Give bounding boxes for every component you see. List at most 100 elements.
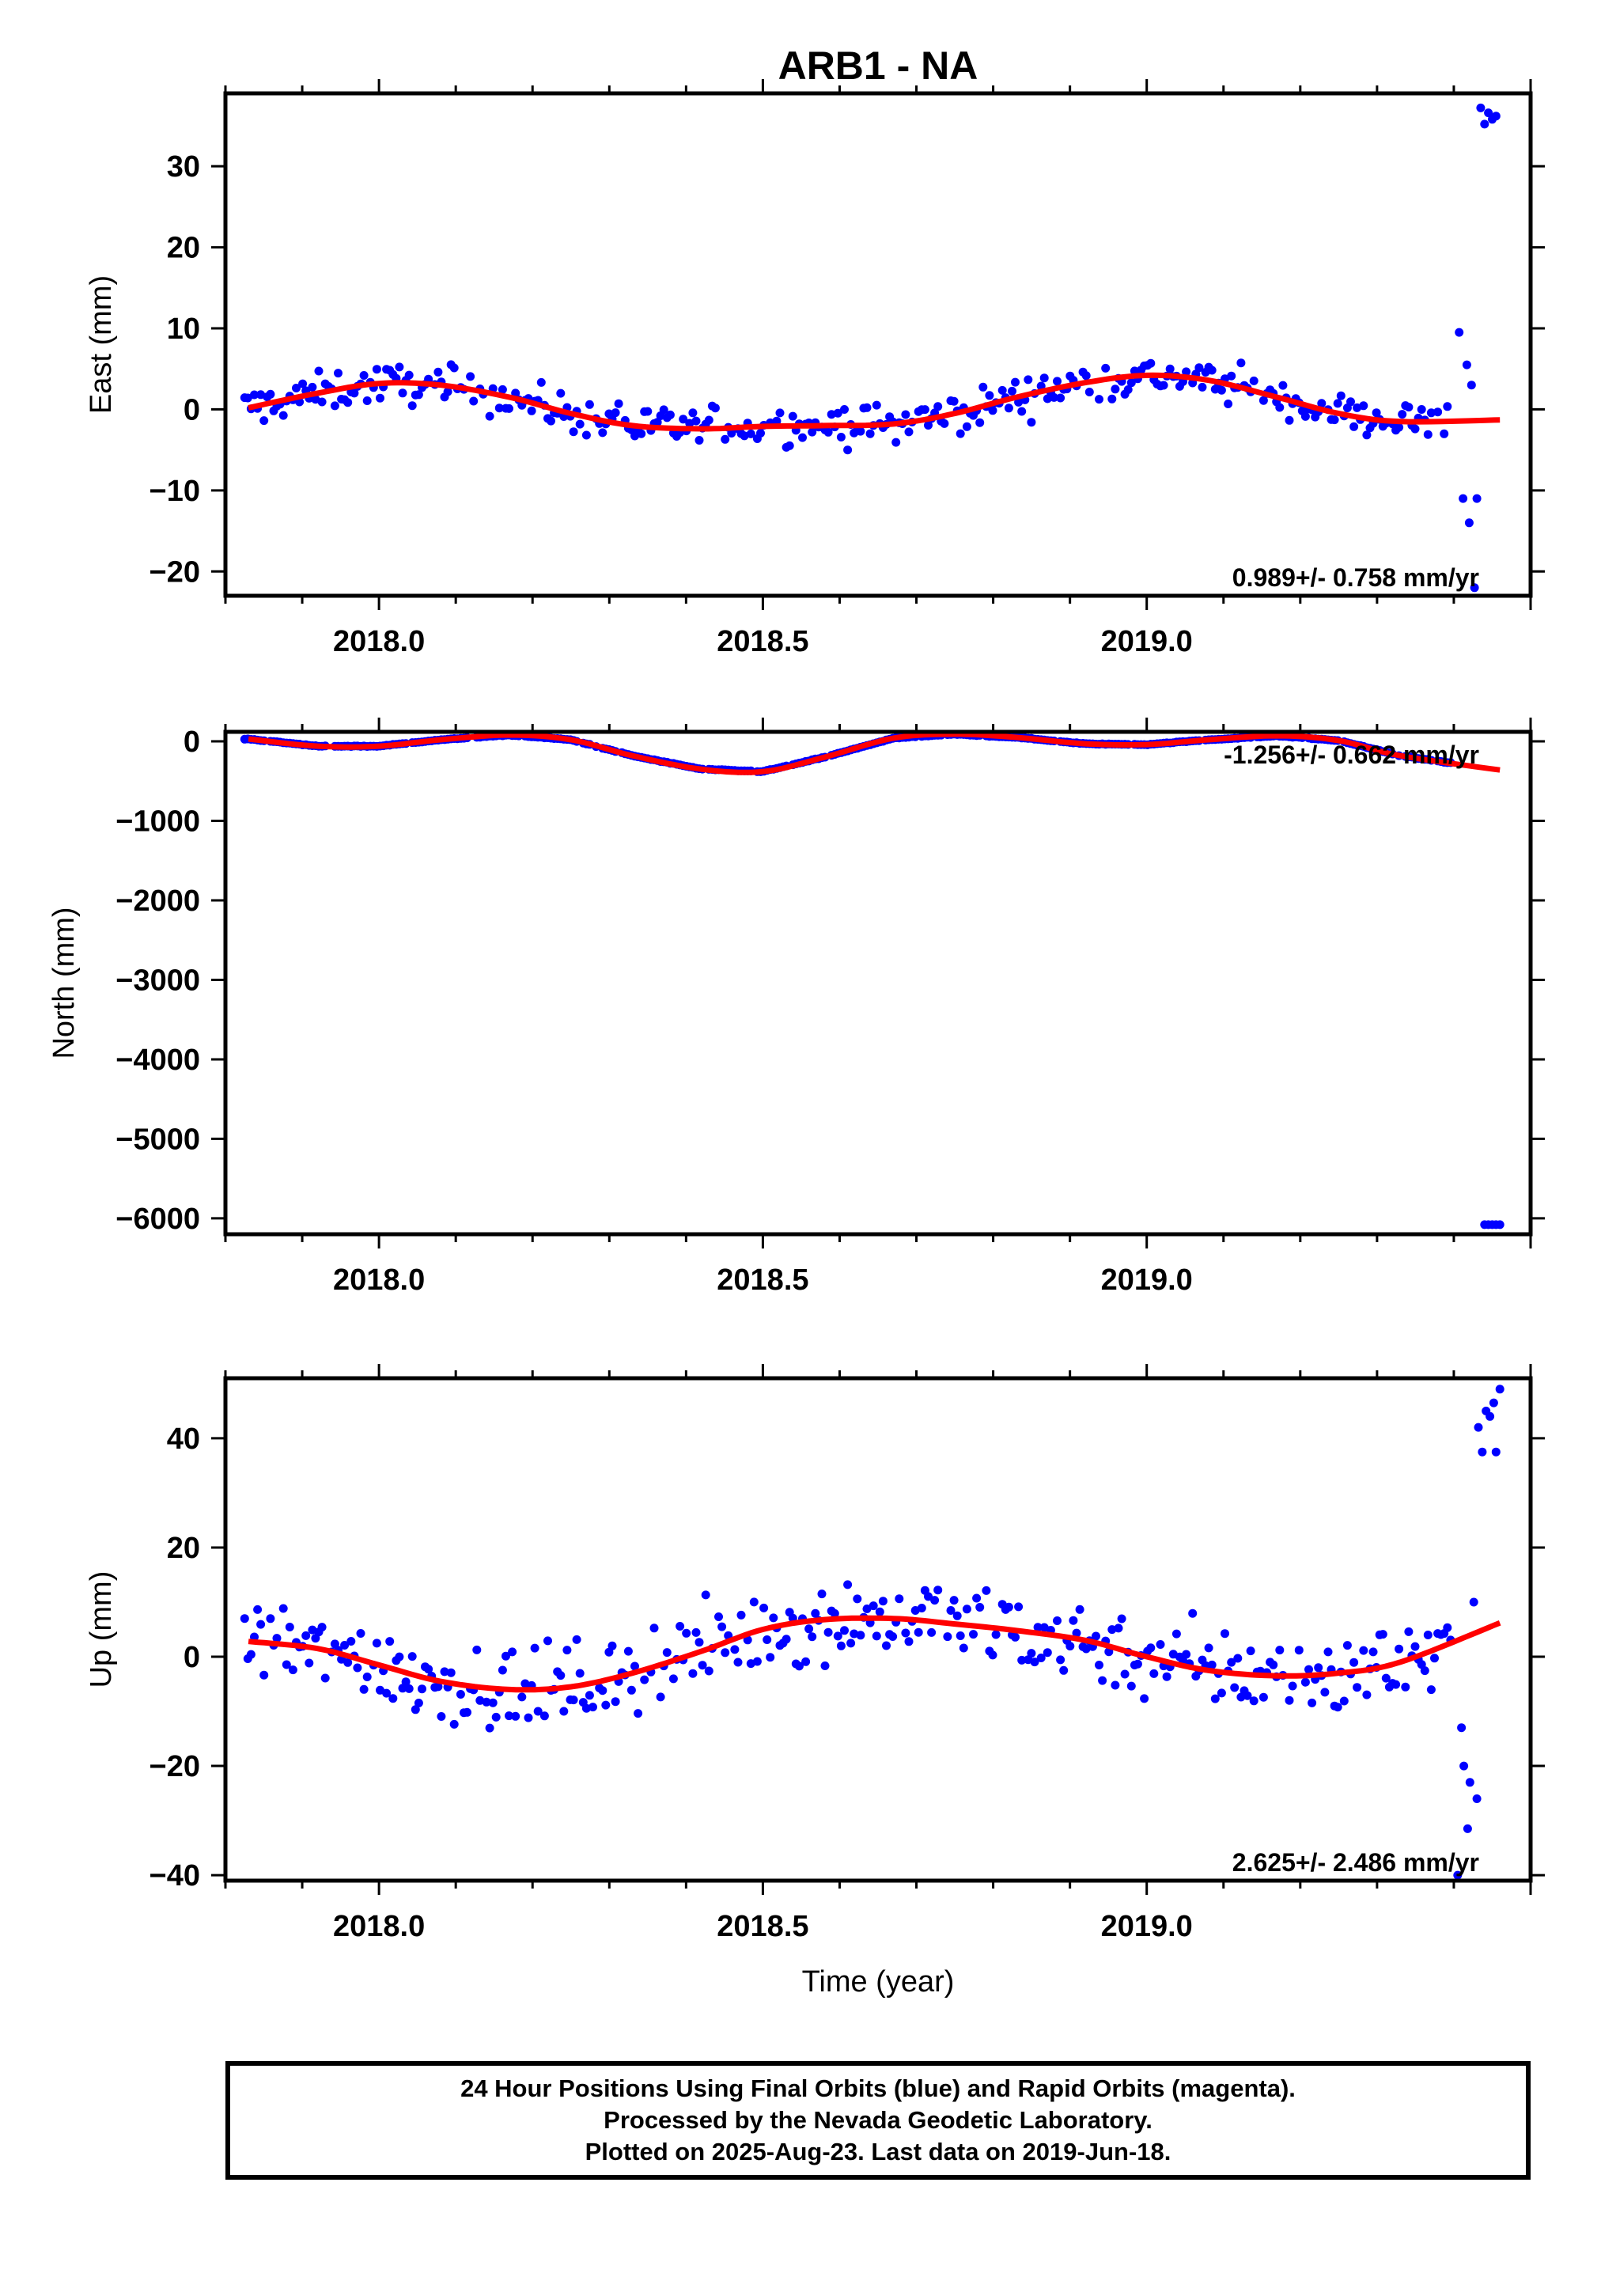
data-point (1317, 399, 1327, 408)
data-point (927, 1627, 937, 1637)
data-point (1362, 430, 1372, 440)
data-point (869, 1601, 878, 1611)
data-point (988, 1650, 997, 1660)
plot-frame-up (223, 1376, 1533, 1883)
data-point (1236, 358, 1246, 368)
outlier-point (1462, 360, 1471, 369)
data-point (398, 1684, 407, 1693)
data-point (668, 1674, 678, 1684)
data-point (1171, 1629, 1181, 1639)
data-point (376, 393, 384, 403)
data-point (414, 390, 423, 400)
data-point (527, 406, 536, 415)
y-tick-label: 0 (184, 726, 200, 759)
data-point (395, 362, 404, 372)
data-point (988, 406, 997, 415)
data-point (1030, 1658, 1039, 1667)
outlier-point (1486, 1411, 1495, 1421)
outlier-point (1491, 1447, 1501, 1457)
data-point (469, 396, 479, 406)
data-point (1426, 408, 1436, 418)
data-point (785, 441, 794, 450)
data-point (1111, 1680, 1120, 1690)
data-point (259, 1670, 269, 1680)
x-tick-label: 2018.0 (333, 625, 425, 658)
data-point (611, 408, 620, 418)
data-point (665, 410, 675, 419)
data-point (317, 397, 327, 407)
data-point (804, 1624, 814, 1634)
data-point (717, 1622, 727, 1631)
data-point (1149, 1669, 1159, 1678)
data-point (433, 367, 443, 377)
y-tick-label: −1000 (115, 805, 200, 839)
data-point (1024, 375, 1033, 385)
data-point (1288, 1681, 1297, 1691)
data-point (691, 416, 701, 426)
data-point (698, 1661, 707, 1670)
data-point (1285, 415, 1294, 425)
data-point (1123, 385, 1133, 394)
data-point (946, 1606, 956, 1615)
x-tick-label: 2018.5 (717, 1910, 808, 1943)
data-point (985, 391, 994, 400)
data-point (253, 1605, 263, 1614)
data-point (1182, 1650, 1191, 1659)
outlier-point (1474, 1423, 1483, 1432)
data-point (1243, 1691, 1252, 1700)
data-point (1233, 1654, 1243, 1663)
outlier-point (1495, 1385, 1504, 1394)
data-point (710, 404, 720, 413)
data-point (1159, 381, 1168, 390)
data-point (1300, 411, 1310, 421)
data-point (292, 384, 301, 392)
data-point (653, 418, 662, 427)
data-point (856, 426, 865, 436)
data-point (395, 1652, 404, 1661)
y-tick-label: 40 (167, 1423, 200, 1456)
data-point (843, 445, 853, 455)
data-point (1336, 391, 1346, 400)
data-point (695, 1638, 704, 1647)
data-point (1227, 1658, 1236, 1667)
data-point (1027, 1649, 1036, 1658)
data-point (1395, 422, 1404, 432)
data-point (749, 1597, 759, 1607)
data-point (901, 1628, 910, 1638)
y-tick-label: −40 (150, 1859, 200, 1892)
data-point (688, 408, 698, 418)
data-point (1114, 1623, 1123, 1633)
model-curve-north (248, 732, 1501, 775)
data-point (614, 399, 623, 408)
data-point (1258, 396, 1268, 405)
data-point (278, 411, 288, 420)
data-point (411, 1705, 420, 1714)
y-tick-label: 10 (167, 313, 200, 346)
data-point (1269, 1660, 1278, 1669)
data-point (956, 429, 965, 438)
x-tick-label: 2018.0 (333, 1910, 425, 1943)
chart-panels: 2018.0 2018.5 2019.0 −20 −10 0 10 20 30 East (mm)… (47, 79, 1545, 1999)
data-point (472, 1645, 482, 1654)
outlier-point (1484, 108, 1493, 118)
data-point (704, 1666, 713, 1676)
data-point (1368, 1647, 1378, 1657)
data-point (488, 1698, 498, 1707)
data-point (1188, 1608, 1198, 1618)
data-point (388, 1694, 398, 1703)
data-point (997, 385, 1007, 395)
data-point (1036, 1654, 1046, 1662)
data-point (865, 429, 875, 438)
data-point (382, 1688, 392, 1698)
data-point (1039, 373, 1049, 383)
data-point (343, 1658, 353, 1667)
data-point (1342, 1641, 1352, 1650)
data-point (840, 405, 849, 414)
data-point (449, 1719, 459, 1729)
data-point (1246, 1646, 1255, 1656)
data-point (662, 1648, 672, 1658)
plot-frame-north (223, 729, 1533, 1237)
data-point (917, 1604, 926, 1612)
data-point (1111, 385, 1120, 394)
y-tick-label: 0 (184, 1641, 200, 1674)
